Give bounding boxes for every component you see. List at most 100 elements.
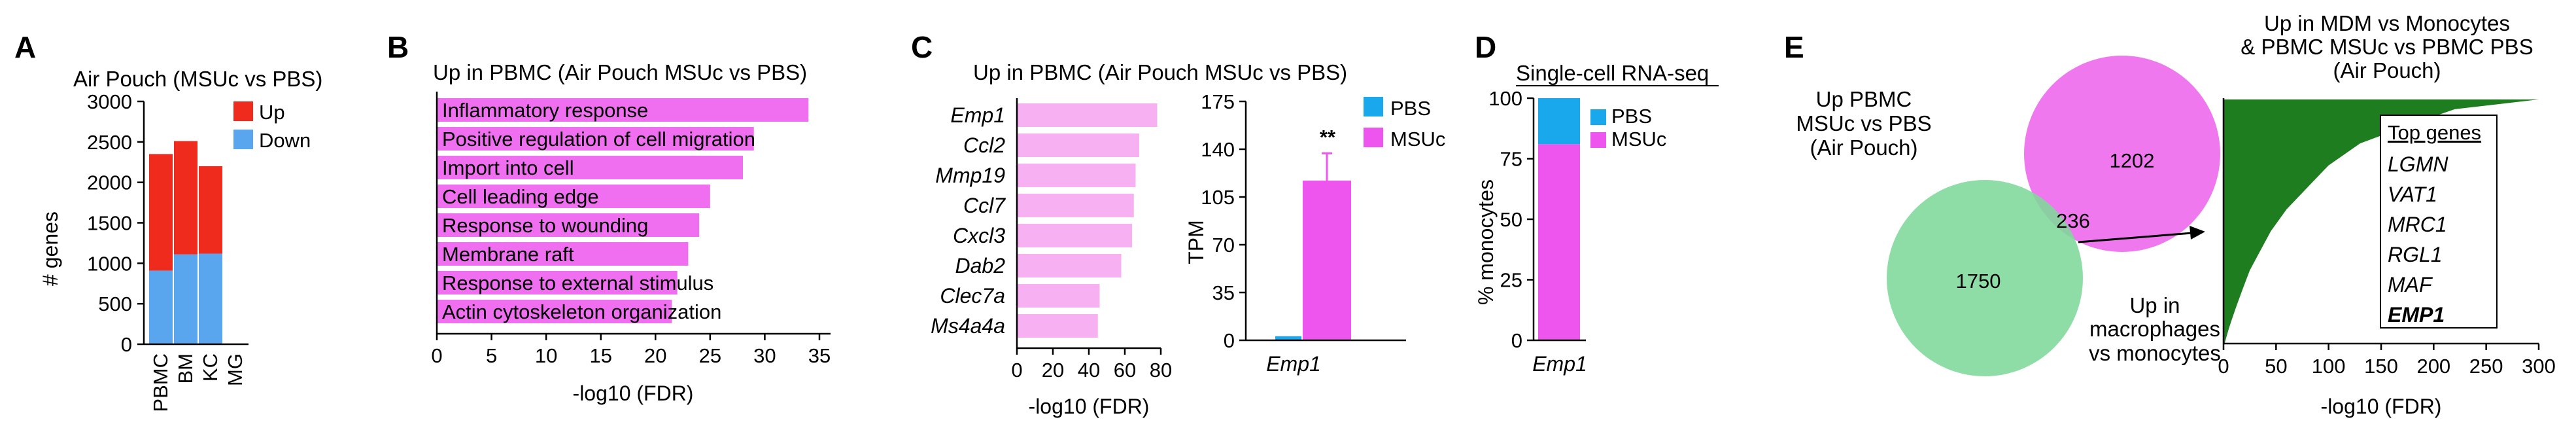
- bar-down-pbmc: [149, 270, 173, 344]
- panel-a-title: Air Pouch (MSUc vs PBS): [73, 67, 322, 91]
- x-tick-label: 0: [1011, 359, 1022, 382]
- gene-label-emp1: Emp1: [950, 103, 1005, 127]
- x-tick-label: 300: [2522, 355, 2556, 378]
- top-gene-3: MRC1: [2388, 213, 2447, 236]
- gene-bar-ccl2: [1017, 134, 1139, 157]
- panel-a-ylabel: # genes: [39, 211, 62, 286]
- y-tick-label: 70: [1212, 234, 1235, 257]
- legend-up-label: Up: [259, 101, 285, 124]
- go-term-label: Positive regulation of cell migration: [442, 128, 755, 151]
- panel-c-tpm-ylabel: TPM: [1184, 220, 1208, 264]
- go-term-bar: [437, 213, 700, 237]
- y-tick-label: 500: [98, 293, 132, 315]
- top-gene-6: EMP1: [2388, 303, 2445, 327]
- panel-d-xlabel: Emp1: [1532, 352, 1587, 376]
- y-tick-label: 0: [1511, 329, 1522, 352]
- venn-arrow-head: [2190, 226, 2205, 240]
- x-tick-label: 200: [2416, 355, 2450, 378]
- bar-up-bm: [174, 141, 197, 255]
- venn-arrow-line: [2078, 232, 2193, 243]
- panel-c: C Up in PBMC (Air Pouch MSUc vs PBS) Emp…: [911, 30, 1445, 418]
- y-tick-label: 140: [1201, 138, 1235, 161]
- panel-c-fdr-bars: [1017, 103, 1158, 338]
- gene-label-ms4a4a: Ms4a4a: [931, 314, 1005, 338]
- gene-label-clec7a: Clec7a: [940, 284, 1005, 308]
- panel-a-letter: A: [14, 30, 36, 64]
- venn-arrow-label-line-2: macrophages: [2089, 317, 2220, 341]
- go-term-bar: [437, 185, 710, 208]
- venn-left-count: 1750: [1956, 270, 2001, 293]
- bar-msuc: [1303, 180, 1351, 340]
- y-tick-label: 75: [1500, 148, 1522, 171]
- go-term-label: Inflammatory response: [442, 99, 648, 122]
- gene-bar-mmp19: [1017, 164, 1136, 187]
- venn-overlap-count: 236: [2056, 209, 2090, 232]
- top-gene-5: MAF: [2388, 273, 2433, 296]
- gene-bar-dab2: [1017, 254, 1122, 277]
- x-tick-label: 60: [1114, 359, 1136, 382]
- x-tick-label-kc: KC: [199, 353, 222, 382]
- y-tick-label: 2500: [87, 131, 132, 154]
- panel-b-title: Up in PBMC (Air Pouch MSUc vs PBS): [433, 60, 807, 84]
- panel-d-bars: [1538, 98, 1580, 341]
- x-tick-label-pbmc: PBMC: [149, 353, 172, 412]
- panel-a-bars: [149, 141, 222, 344]
- x-tick-label: 250: [2469, 355, 2503, 378]
- panel-b-letter: B: [387, 30, 409, 64]
- go-term-label: Membrane raft: [442, 243, 574, 266]
- y-tick-label: 1000: [87, 252, 132, 275]
- legend-down-swatch: [233, 130, 253, 149]
- bar-down-bm: [174, 254, 197, 344]
- panel-c-legend: PBS MSUc: [1364, 97, 1445, 151]
- panel-d-ylabel: % monocytes: [1474, 179, 1498, 305]
- legend-msuc-label: MSUc: [1611, 128, 1666, 151]
- panel-c-gene-labels: Emp1 Ccl2 Mmp19 Ccl7 Cxcl3 Dab2 Clec7a Ms4a4a: [931, 103, 1006, 338]
- legend-pbs-swatch: [1590, 109, 1606, 125]
- panel-d-letter: D: [1475, 30, 1496, 64]
- panel-c-fdr-xticks: 0 20 40 60 80: [1011, 348, 1172, 382]
- x-tick-label: 0: [2218, 355, 2229, 378]
- go-term-label: Actin cytoskeleton organization: [442, 300, 721, 323]
- top-gene-4: RGL1: [2388, 243, 2443, 266]
- x-tick-label: 15: [589, 344, 611, 367]
- y-tick-label: 2000: [87, 171, 132, 194]
- panel-e-xlabel: -log10 (FDR): [2321, 395, 2442, 418]
- bar-up-kc: [199, 166, 222, 254]
- gene-label-ccl7: Ccl7: [963, 194, 1006, 217]
- panel-c-tpm-xlabel: Emp1: [1266, 352, 1321, 376]
- go-term-label: Cell leading edge: [442, 185, 599, 208]
- x-tick-label: 150: [2364, 355, 2398, 378]
- go-term-bar: [437, 242, 689, 266]
- x-tick-label: 20: [1042, 359, 1064, 382]
- venn-left-label-line-1: Up PBMC: [1816, 87, 1912, 111]
- x-tick-label: 40: [1078, 359, 1100, 382]
- legend-pbs-label: PBS: [1611, 105, 1652, 128]
- x-tick-label-mg: MG: [224, 353, 247, 386]
- panel-e: E Up PBMC MSUc vs PBS (Air Pouch) 1202 2…: [1784, 11, 2556, 418]
- x-tick-label: 50: [2265, 355, 2287, 378]
- go-term-bar: [437, 156, 743, 179]
- gene-bar-ms4a4a: [1017, 314, 1098, 338]
- y-tick-label: 0: [121, 333, 132, 356]
- top-genes-frame: [2380, 115, 2498, 329]
- venn-left-label-line-2: MSUc vs PBS: [1796, 111, 1931, 135]
- y-tick-label: 35: [1212, 281, 1235, 304]
- y-tick-label: 3000: [87, 90, 132, 113]
- y-tick-label: 105: [1201, 186, 1235, 209]
- gene-bar-ccl7: [1017, 194, 1134, 217]
- venn-right-circle: [2024, 56, 2220, 252]
- legend-down-label: Down: [259, 129, 311, 152]
- panel-a-yticks: 0 500 1000 1500 2000 2500 3000: [87, 90, 144, 356]
- legend-pbs-label: PBS: [1390, 97, 1431, 120]
- gene-bar-cxcl3: [1017, 224, 1132, 247]
- go-term-bar: [437, 98, 809, 122]
- top-gene-1: LGMN: [2388, 152, 2448, 176]
- venn-left-circle: [1887, 180, 2083, 376]
- panel-b-xlabel: -log10 (FDR): [573, 382, 694, 405]
- panel-c-fdr-xlabel: -log10 (FDR): [1029, 395, 1150, 418]
- y-tick-label: 50: [1500, 208, 1522, 231]
- x-tick-label: 80: [1150, 359, 1172, 382]
- x-tick-label-bm: BM: [174, 353, 197, 384]
- gene-label-cxcl3: Cxcl3: [953, 224, 1005, 247]
